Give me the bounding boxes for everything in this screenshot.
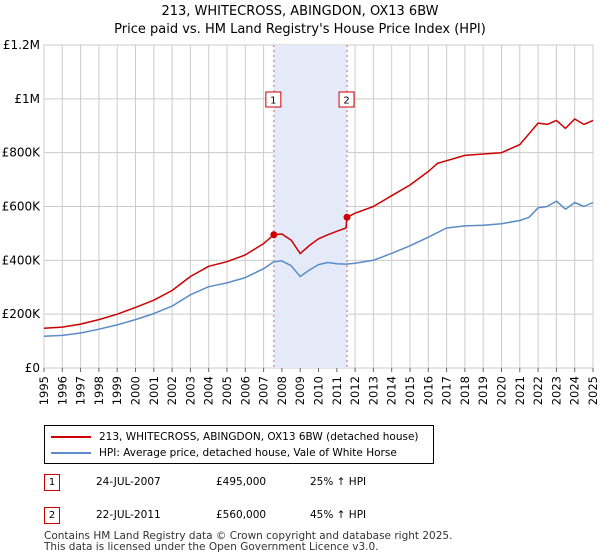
transaction-row: 1 24-JUL-2007 £495,000 25% ↑ HPI xyxy=(44,474,584,494)
transaction-price: £560,000 xyxy=(216,509,267,521)
y-tick-label: £800K xyxy=(2,146,42,160)
x-tick-label: 2002 xyxy=(165,376,179,405)
x-tick-label: 2022 xyxy=(531,376,545,405)
x-tick-label: 2018 xyxy=(458,376,472,405)
x-tick-label: 2012 xyxy=(348,376,362,405)
x-tick-label: 1997 xyxy=(74,376,88,405)
x-tick-label: 2017 xyxy=(440,376,454,405)
chart-legend: 213, WHITECROSS, ABINGDON, OX13 6BW (det… xyxy=(44,425,434,464)
x-tick-label: 2001 xyxy=(147,376,161,405)
x-tick-label: 2003 xyxy=(183,376,197,405)
legend-swatch-price-paid xyxy=(51,436,91,438)
x-tick-label: 2009 xyxy=(293,376,307,405)
x-tick-label: 2016 xyxy=(421,376,435,405)
x-tick-label: 2011 xyxy=(330,376,344,405)
marker-label: 2 xyxy=(343,96,349,107)
x-tick-label: 2006 xyxy=(238,376,252,405)
x-tick-label: 2004 xyxy=(202,376,216,405)
x-tick-label: 2010 xyxy=(312,376,326,405)
x-tick-label: 1999 xyxy=(110,376,124,405)
y-tick-label: £0 xyxy=(25,361,40,375)
transaction-row: 2 22-JUL-2011 £560,000 45% ↑ HPI xyxy=(44,507,584,527)
y-tick-label: £1.2M xyxy=(3,38,40,52)
x-tick-label: 2023 xyxy=(549,376,563,405)
series-line-hpi xyxy=(43,200,594,337)
x-tick-label: 2005 xyxy=(220,376,234,405)
x-tick-label: 2014 xyxy=(385,376,399,405)
legend-label-hpi: HPI: Average price, detached house, Vale… xyxy=(99,447,397,459)
marker-box xyxy=(338,91,355,108)
series-line-price-paid xyxy=(43,118,594,329)
x-tick-label: 2013 xyxy=(366,376,380,405)
transaction-badge: 2 xyxy=(44,507,60,524)
transaction-date: 22-JUL-2011 xyxy=(96,509,161,521)
x-tick-label: 2025 xyxy=(586,376,600,405)
x-tick-label: 2008 xyxy=(275,376,289,405)
x-tick-label: 1996 xyxy=(55,376,69,405)
x-tick-label: 2024 xyxy=(568,376,582,405)
x-tick-label: 2020 xyxy=(495,376,509,405)
x-tick-label: 2019 xyxy=(476,376,490,405)
marker-box xyxy=(265,91,282,108)
legend-swatch-hpi xyxy=(51,452,91,454)
footer-attribution: Contains HM Land Registry data © Crown c… xyxy=(44,531,452,553)
x-tick-label: 2000 xyxy=(129,376,143,405)
y-tick-label: £1M xyxy=(14,92,40,106)
transaction-badge: 1 xyxy=(44,474,60,491)
x-tick-label: 2007 xyxy=(257,376,271,405)
transaction-hpi: 45% ↑ HPI xyxy=(310,509,367,521)
shaded-period xyxy=(273,45,348,368)
legend-item-hpi: HPI: Average price, detached house, Vale… xyxy=(51,447,397,459)
footer-line-2: This data is licensed under the Open Gov… xyxy=(44,541,379,553)
x-tick-label: 1995 xyxy=(37,376,51,405)
transaction-price: £495,000 xyxy=(216,476,267,488)
legend-item-price-paid: 213, WHITECROSS, ABINGDON, OX13 6BW (det… xyxy=(51,431,419,443)
y-tick-label: £400K xyxy=(2,253,42,267)
transaction-hpi: 25% ↑ HPI xyxy=(310,476,367,488)
y-tick-label: £200K xyxy=(2,307,42,321)
sale-point xyxy=(343,213,351,221)
y-tick-label: £600K xyxy=(2,200,42,214)
x-tick-label: 2015 xyxy=(403,376,417,405)
x-tick-label: 1998 xyxy=(92,376,106,405)
footer-line-1: Contains HM Land Registry data © Crown c… xyxy=(44,530,453,542)
x-tick-label: 2021 xyxy=(513,376,527,405)
transaction-date: 24-JUL-2007 xyxy=(96,476,161,488)
legend-label-price-paid: 213, WHITECROSS, ABINGDON, OX13 6BW (det… xyxy=(99,431,419,443)
chart-title: 213, WHITECROSS, ABINGDON, OX13 6BW xyxy=(161,4,439,19)
price-chart: £0 £200K £400K £600K £800K £1M £1.2M 1995 1996 19… xyxy=(2,38,600,405)
marker-label: 1 xyxy=(270,96,276,107)
sale-point xyxy=(270,231,278,239)
chart-subtitle: Price paid vs. HM Land Registry's House … xyxy=(114,22,486,37)
